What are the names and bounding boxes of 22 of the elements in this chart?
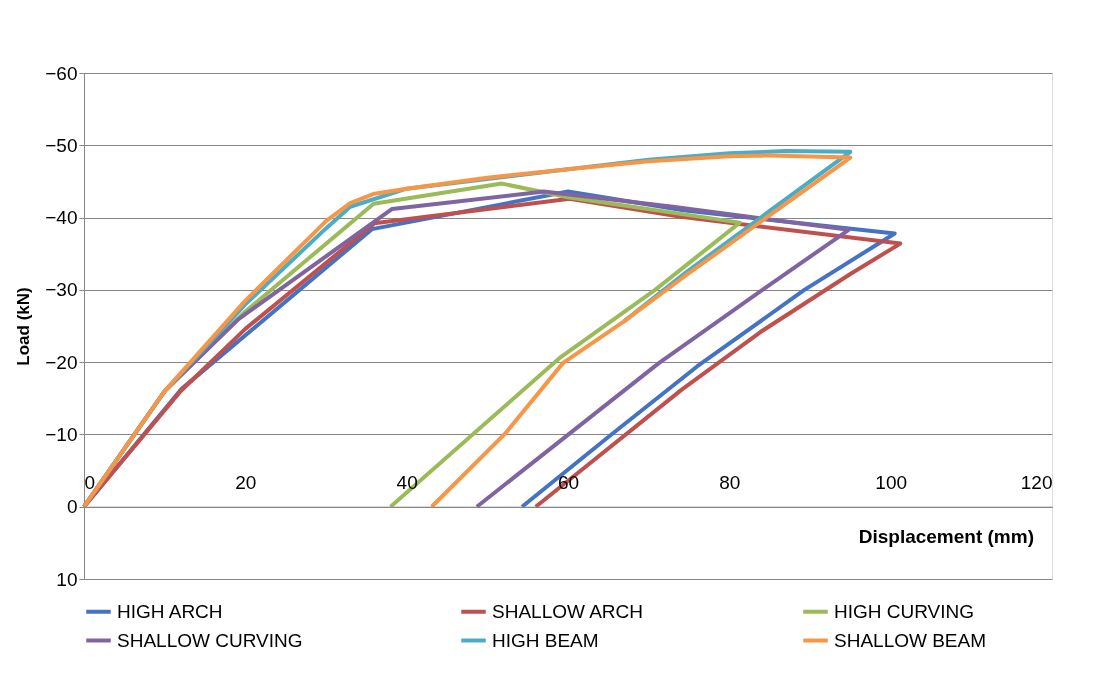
legend-label: SHALLOW ARCH	[492, 600, 643, 622]
legend-label: HIGH BEAM	[492, 629, 599, 651]
y-tick-label: −40	[45, 207, 78, 229]
x-tick-label: 20	[235, 472, 257, 494]
x-tick-label: 80	[719, 472, 741, 494]
x-tick-label: 120	[1020, 472, 1053, 494]
y-tick-label: 10	[56, 568, 78, 590]
y-tick-label: −20	[45, 351, 78, 373]
y-tick-label: −30	[45, 279, 78, 301]
x-tick-label: 100	[875, 472, 908, 494]
legend-label: SHALLOW CURVING	[117, 629, 303, 651]
y-tick-label: 0	[66, 496, 78, 518]
y-tick-label: −60	[45, 62, 78, 84]
y-tick-label: −10	[45, 423, 78, 445]
y-tick-label: −50	[45, 134, 78, 156]
legend-label: HIGH CURVING	[834, 600, 975, 622]
x-axis-title: Displacement (mm)	[858, 525, 1034, 547]
x-tick-label: 40	[396, 472, 418, 494]
legend-label: SHALLOW BEAM	[834, 629, 987, 651]
legend-label: HIGH ARCH	[117, 600, 223, 622]
x-tick-label: 0	[84, 472, 96, 494]
y-axis-title: Load (kN)	[14, 287, 34, 366]
